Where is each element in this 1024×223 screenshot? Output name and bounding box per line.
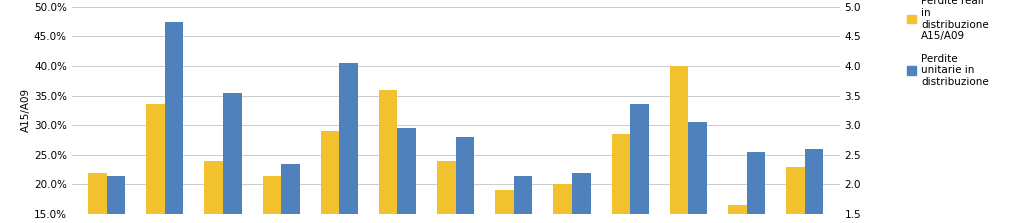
Bar [805, 149, 823, 223]
Bar [88, 173, 106, 223]
Bar [437, 161, 456, 223]
Legend: Perdite reali
in
distribuzione
A15/A09, Perdite
unitarie in
distribuzione: Perdite reali in distribuzione A15/A09, … [906, 0, 990, 88]
Bar [456, 137, 474, 223]
Bar [205, 161, 223, 223]
Bar [746, 152, 765, 223]
Bar [572, 173, 591, 223]
Bar [165, 21, 183, 223]
Bar [630, 104, 649, 223]
Bar [146, 104, 165, 223]
Bar [262, 176, 282, 223]
Bar [786, 167, 805, 223]
Bar [496, 190, 514, 223]
Bar [282, 164, 300, 223]
Bar [611, 134, 630, 223]
Bar [321, 131, 339, 223]
Bar [339, 63, 358, 223]
Bar [688, 122, 707, 223]
Bar [397, 128, 416, 223]
Y-axis label: A15/A09: A15/A09 [22, 88, 31, 132]
Bar [514, 176, 532, 223]
Bar [670, 66, 688, 223]
Bar [728, 205, 746, 223]
Bar [223, 93, 242, 223]
Bar [106, 176, 125, 223]
Bar [379, 90, 397, 223]
Bar [553, 184, 572, 223]
